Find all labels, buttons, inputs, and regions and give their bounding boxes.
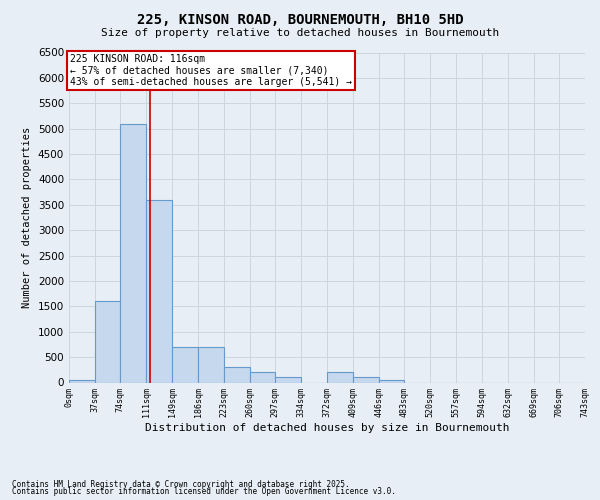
Bar (172, 347, 198, 382)
Text: Contains public sector information licensed under the Open Government Licence v3: Contains public sector information licen… (12, 488, 396, 496)
Text: Size of property relative to detached houses in Bournemouth: Size of property relative to detached ho… (101, 28, 499, 38)
Bar (328, 372, 353, 382)
Y-axis label: Number of detached properties: Number of detached properties (22, 127, 32, 308)
Bar (146, 200, 172, 382)
Text: 225 KINSON ROAD: 116sqm
← 57% of detached houses are smaller (7,340)
43% of semi: 225 KINSON ROAD: 116sqm ← 57% of detache… (70, 54, 352, 86)
Bar (69, 380, 95, 382)
Text: 225, KINSON ROAD, BOURNEMOUTH, BH10 5HD: 225, KINSON ROAD, BOURNEMOUTH, BH10 5HD (137, 12, 463, 26)
Bar (353, 378, 379, 382)
Bar (121, 124, 146, 382)
Bar (95, 302, 121, 382)
Bar (379, 380, 404, 382)
Bar (198, 347, 224, 382)
Bar (275, 378, 301, 382)
Text: Contains HM Land Registry data © Crown copyright and database right 2025.: Contains HM Land Registry data © Crown c… (12, 480, 350, 489)
X-axis label: Distribution of detached houses by size in Bournemouth: Distribution of detached houses by size … (145, 423, 509, 433)
Bar (250, 372, 275, 382)
Bar (224, 368, 250, 382)
